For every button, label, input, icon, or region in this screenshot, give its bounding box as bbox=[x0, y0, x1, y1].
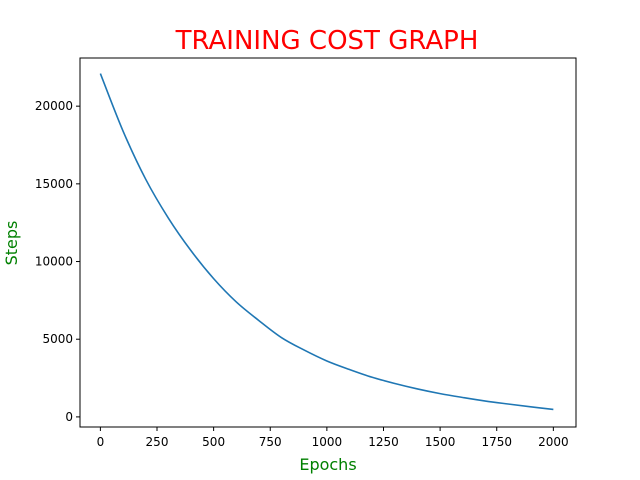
y-axis-label: Steps bbox=[2, 221, 21, 266]
y-tick-label: 20000 bbox=[35, 99, 73, 113]
x-tick-label: 1250 bbox=[368, 435, 399, 449]
x-tick-label: 1500 bbox=[425, 435, 456, 449]
plot-frame bbox=[79, 57, 577, 428]
x-tick-label: 2000 bbox=[538, 435, 569, 449]
y-tick-label: 0 bbox=[65, 410, 73, 424]
y-tick-label: 10000 bbox=[35, 255, 73, 269]
x-tick-label: 0 bbox=[97, 435, 105, 449]
x-tick-label: 750 bbox=[259, 435, 282, 449]
y-axis-ticks: 0 5000 10000 15000 20000 bbox=[35, 99, 80, 424]
x-axis-ticks: 0 250 500 750 1000 1250 1500 1750 2000 bbox=[97, 427, 569, 449]
y-tick-label: 15000 bbox=[35, 177, 73, 191]
x-tick-label: 1750 bbox=[481, 435, 512, 449]
x-tick-label: 1000 bbox=[312, 435, 343, 449]
x-axis-label: Epochs bbox=[299, 455, 356, 474]
x-tick-label: 250 bbox=[146, 435, 169, 449]
x-tick-label: 500 bbox=[202, 435, 225, 449]
y-tick-label: 5000 bbox=[42, 332, 73, 346]
series-line bbox=[99, 73, 554, 411]
chart-title: TRAINING COST GRAPH bbox=[175, 26, 479, 56]
